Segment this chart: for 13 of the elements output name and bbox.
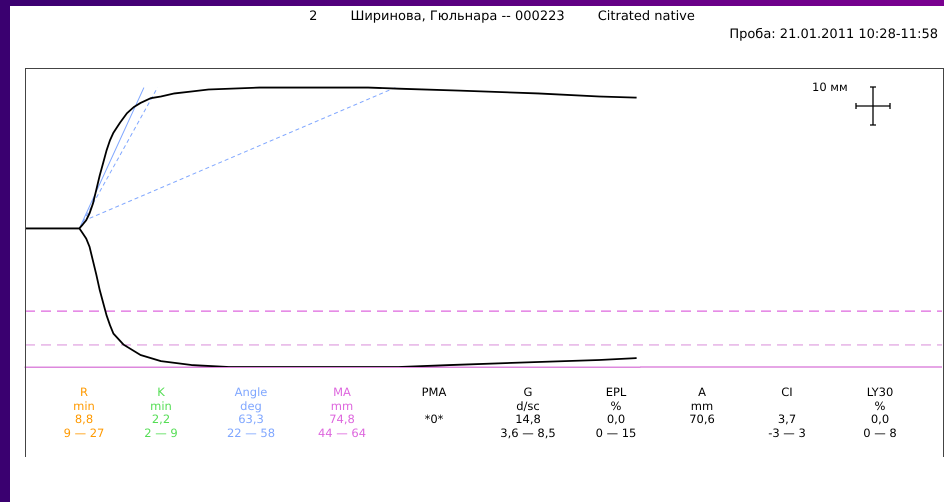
text: K min 2,2 2 — 9 xyxy=(143,385,179,440)
text: G d/sc 14,8 3,6 — 8,5 xyxy=(499,385,557,440)
text: A mm 70,6 xyxy=(688,385,716,426)
text: Проба: 21.01.2011 10:28-11:58 xyxy=(729,27,938,42)
text: Angle deg 63,3 22 — 58 xyxy=(226,385,276,440)
text: CI 3,7 -3 — 3 xyxy=(767,385,807,440)
text: R min 8,8 9 — 27 xyxy=(62,385,106,440)
text: 10 мм xyxy=(812,80,848,94)
chart-title: 2 Ширинова, Гюльнара -- 000223 Citrated native xyxy=(308,9,696,24)
text: PMA *0* xyxy=(420,385,448,426)
text: MA mm 74,8 44 — 64 xyxy=(316,385,368,440)
text: EPL % 0,0 0 — 15 xyxy=(594,385,638,440)
text: LY30 % 0,0 0 — 8 xyxy=(862,385,898,440)
